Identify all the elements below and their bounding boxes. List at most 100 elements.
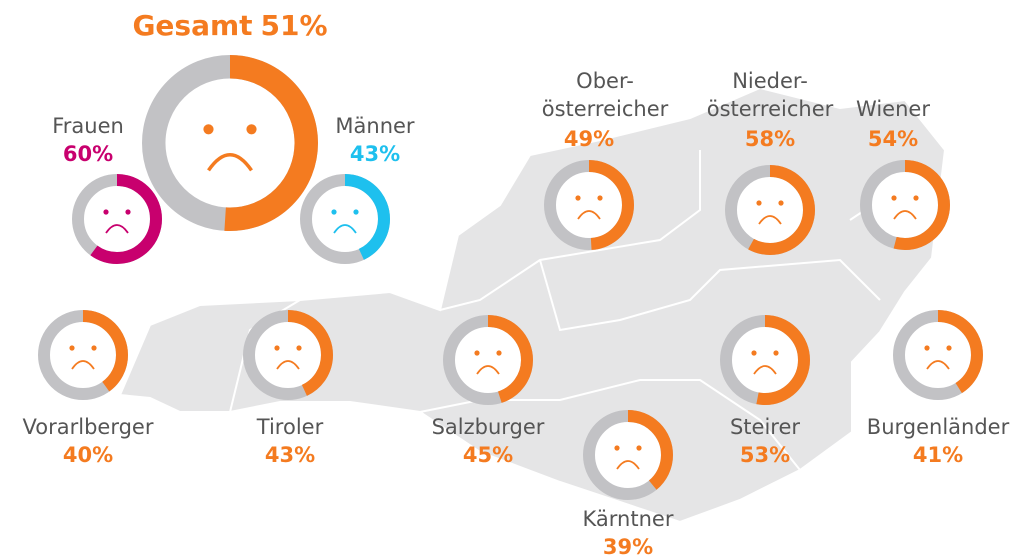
eye	[125, 209, 131, 215]
face	[756, 200, 784, 225]
label: Frauen	[52, 114, 124, 138]
mouth	[333, 224, 357, 234]
mouth	[105, 224, 129, 234]
eye	[203, 124, 214, 135]
label: Nieder-österreicher	[707, 69, 834, 121]
label-line: österreicher	[542, 97, 669, 121]
title-label: Gesamt	[132, 9, 252, 42]
border	[539, 258, 881, 332]
value-label: 41%	[913, 443, 963, 467]
label: Salzburger	[432, 415, 545, 439]
eye	[474, 350, 480, 356]
mouth	[577, 210, 601, 220]
face	[924, 345, 952, 370]
eye	[353, 209, 359, 215]
donut	[583, 410, 673, 500]
donut-arc	[38, 310, 128, 400]
eye	[103, 209, 109, 215]
label: Burgenländer	[867, 415, 1010, 439]
eye	[913, 195, 919, 201]
eye	[751, 350, 757, 356]
donut	[38, 310, 128, 400]
value-label: 54%	[868, 127, 918, 151]
value-label: 39%	[603, 535, 653, 557]
label: Vorarlberger	[23, 415, 154, 439]
value-label: 58%	[745, 127, 795, 151]
donut-arc	[860, 160, 950, 250]
donut-arc	[443, 315, 533, 405]
donut	[243, 310, 333, 400]
label: Ober-österreicher	[542, 69, 669, 121]
face	[891, 195, 919, 220]
eye	[946, 345, 952, 351]
value-label: 40%	[63, 443, 113, 467]
label: Kärntner	[583, 507, 674, 531]
donut	[300, 174, 390, 264]
mouth	[71, 360, 95, 370]
eye	[773, 350, 779, 356]
donut-arc	[72, 174, 162, 264]
donut-arc	[725, 165, 815, 255]
face	[103, 209, 131, 234]
donut	[72, 174, 162, 264]
mouth	[893, 210, 917, 220]
face	[614, 445, 642, 470]
mouth	[753, 365, 777, 375]
label: Wiener	[856, 97, 930, 121]
donut-arc	[544, 160, 634, 250]
face	[474, 350, 502, 375]
mouth	[276, 360, 300, 370]
eye	[778, 200, 784, 206]
mouth	[207, 153, 253, 172]
mouth	[926, 360, 950, 370]
label-line: Nieder-	[732, 69, 808, 93]
donut-arc	[300, 174, 390, 264]
value-label: 53%	[740, 443, 790, 467]
mouth	[616, 460, 640, 470]
face	[575, 195, 603, 220]
title-value: 51%	[261, 9, 328, 42]
donut	[720, 315, 810, 405]
face	[751, 350, 779, 375]
donut	[544, 160, 634, 250]
eye	[614, 445, 620, 451]
value-label: 45%	[463, 443, 513, 467]
donut	[141, 54, 319, 232]
eye	[246, 124, 257, 135]
face	[274, 345, 302, 370]
eye	[891, 195, 897, 201]
face	[69, 345, 97, 370]
eye	[69, 345, 75, 351]
label: Männer	[335, 114, 415, 138]
eye	[496, 350, 502, 356]
donut-arc	[893, 310, 983, 400]
eye	[924, 345, 930, 351]
eye	[756, 200, 762, 206]
donut	[725, 165, 815, 255]
mouth	[758, 215, 782, 225]
value-label: 43%	[265, 443, 315, 467]
eye	[331, 209, 337, 215]
donut-arc	[243, 310, 333, 400]
title: Gesamt 51%	[132, 9, 327, 42]
donut-arc	[583, 410, 673, 500]
value-label: 60%	[63, 142, 113, 166]
face	[331, 209, 359, 234]
label-line: Ober-	[576, 69, 634, 93]
donut	[893, 310, 983, 400]
label: Tiroler	[256, 415, 324, 439]
label: Steirer	[730, 415, 800, 439]
eye	[91, 345, 97, 351]
border	[229, 299, 301, 413]
donut	[860, 160, 950, 250]
eye	[575, 195, 581, 201]
value-label: 49%	[564, 127, 614, 151]
face	[203, 124, 257, 172]
donut-arc	[141, 54, 319, 232]
eye	[274, 345, 280, 351]
donut-arc	[720, 315, 810, 405]
mouth	[476, 365, 500, 375]
border	[439, 150, 701, 311]
